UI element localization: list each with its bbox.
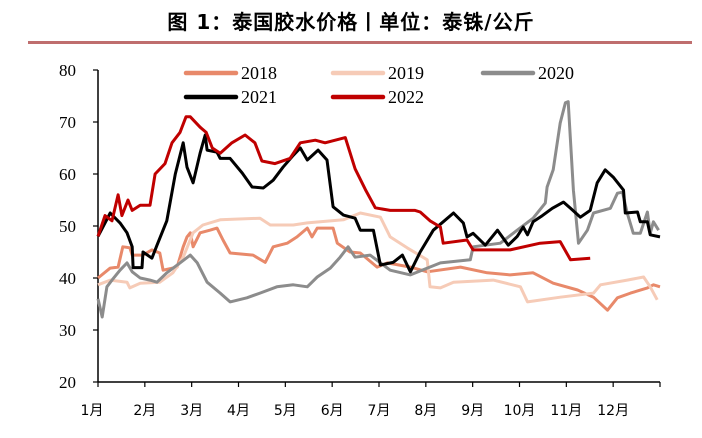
y-tick-label: 80 <box>59 61 76 80</box>
title-divider <box>28 41 692 44</box>
series-line-2018 <box>97 226 661 312</box>
legend: 2018 2019 2020 2021 2022 <box>183 63 574 107</box>
x-tick-label: 5月 <box>274 403 297 419</box>
x-tick-label: 8月 <box>414 403 437 419</box>
legend-label-2022: 2022 <box>388 87 424 107</box>
axes: 20 30 40 50 60 70 80 1月 2月 3月 4月 5月 6月 7月 8月 9月 10月 11月 12… <box>59 61 661 419</box>
x-tick-label: 7月 <box>368 403 391 419</box>
chart-title: 图 1：泰国胶水价格丨单位：泰铢/公斤 <box>167 10 535 34</box>
series-line-2021 <box>96 133 661 274</box>
legend-label-2021: 2021 <box>241 87 277 107</box>
y-tick-label: 60 <box>59 165 76 184</box>
x-tick-label: 1月 <box>81 403 104 419</box>
x-tick-label: 10月 <box>504 403 536 419</box>
y-tick-label: 70 <box>59 113 76 132</box>
series-lines <box>96 100 661 319</box>
y-tick-label: 50 <box>59 217 76 236</box>
y-tick-label: 30 <box>59 321 76 340</box>
x-tick-label: 6月 <box>321 403 344 419</box>
series-line-2022 <box>96 115 591 262</box>
x-tick-label: 2月 <box>133 403 156 419</box>
series-line-2019 <box>97 211 659 304</box>
x-tick-label: 12月 <box>597 403 629 419</box>
x-tick-label: 4月 <box>227 403 250 419</box>
x-tick-label: 11月 <box>550 403 582 419</box>
legend-label-2020: 2020 <box>538 63 574 83</box>
y-tick-label: 20 <box>59 373 76 392</box>
legend-label-2019: 2019 <box>388 63 424 83</box>
y-tick-label: 40 <box>59 269 76 288</box>
x-tick-label: 9月 <box>461 403 484 419</box>
x-tick-label: 3月 <box>180 403 203 419</box>
legend-label-2018: 2018 <box>241 63 277 83</box>
